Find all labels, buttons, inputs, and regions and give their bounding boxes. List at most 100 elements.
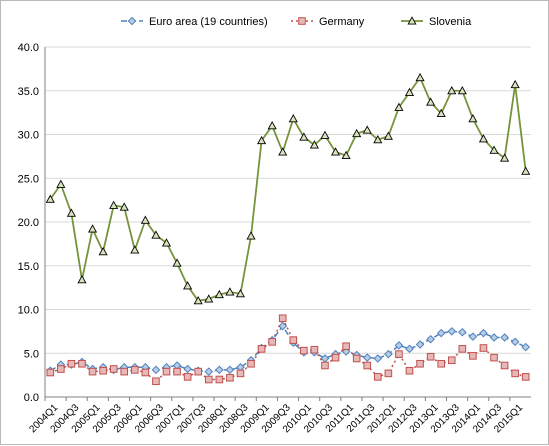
- data-point: [342, 342, 350, 351]
- data-point: [246, 231, 256, 240]
- data-point: [500, 153, 510, 162]
- y-tick-label: 15.0: [18, 261, 39, 273]
- data-point: [268, 338, 276, 346]
- data-point: [56, 179, 66, 188]
- series-diamond: [45, 321, 531, 376]
- legend-label: Euro area (19 countries): [149, 16, 268, 28]
- data-point: [183, 364, 192, 374]
- data-point: [457, 86, 467, 95]
- data-point: [511, 369, 519, 378]
- data-point: [257, 345, 266, 353]
- legend: Euro area (19 countries) Germany Slovenia: [121, 16, 472, 28]
- data-point: [141, 368, 150, 377]
- legend-item: Germany: [291, 16, 365, 28]
- data-point: [193, 296, 203, 305]
- data-point: [363, 361, 372, 370]
- data-point: [278, 314, 287, 323]
- data-point: [162, 367, 171, 376]
- data-point: [384, 349, 393, 359]
- legend-marker: [298, 17, 306, 25]
- data-point: [204, 294, 214, 303]
- data-point: [257, 135, 267, 145]
- data-point: [405, 344, 414, 354]
- data-point: [235, 289, 246, 298]
- data-point: [479, 344, 488, 352]
- series-line: [49, 324, 527, 373]
- legend-marker: [407, 16, 417, 25]
- grid-layer: [45, 46, 531, 354]
- data-point: [109, 200, 119, 209]
- y-tick-label: 25.0: [18, 173, 39, 185]
- data-point: [78, 359, 86, 368]
- data-point: [510, 337, 520, 347]
- data-point: [458, 345, 467, 353]
- data-point: [374, 373, 382, 381]
- data-point: [320, 130, 330, 139]
- legend-label: Germany: [319, 16, 365, 28]
- data-point: [204, 375, 213, 384]
- data-point: [352, 354, 361, 363]
- data-point: [330, 147, 341, 156]
- data-point: [405, 366, 414, 375]
- data-point: [226, 373, 234, 382]
- data-point: [437, 359, 445, 368]
- data-point: [236, 369, 245, 378]
- data-point: [204, 367, 214, 376]
- data-point: [383, 131, 393, 140]
- axis-layer: 0.05.010.015.020.025.030.035.040.02004Q1…: [18, 42, 531, 435]
- series-line: [49, 75, 527, 302]
- data-point: [320, 354, 330, 363]
- data-point: [152, 377, 160, 386]
- data-point: [510, 79, 520, 89]
- data-point: [99, 366, 107, 375]
- data-point: [521, 342, 531, 352]
- data-point: [77, 275, 87, 284]
- data-point: [151, 230, 161, 239]
- data-point: [521, 166, 531, 175]
- data-point: [500, 333, 509, 342]
- data-point: [309, 140, 319, 149]
- data-point: [173, 367, 181, 376]
- data-point: [183, 281, 193, 290]
- data-point: [331, 353, 340, 362]
- data-point: [119, 202, 129, 211]
- data-point: [373, 354, 383, 363]
- data-point: [415, 340, 425, 349]
- data-point: [341, 150, 351, 159]
- data-point: [362, 353, 372, 362]
- data-point: [436, 108, 446, 117]
- data-point: [447, 327, 457, 336]
- y-tick-label: 40.0: [18, 42, 39, 54]
- data-point: [288, 114, 298, 123]
- data-point: [161, 238, 172, 247]
- y-tick-label: 0.0: [24, 392, 39, 404]
- data-point: [225, 287, 235, 296]
- data-point: [46, 368, 55, 377]
- data-point: [478, 134, 489, 143]
- series-square: [46, 314, 530, 386]
- data-point: [299, 132, 309, 141]
- y-tick-label: 35.0: [18, 86, 39, 98]
- data-point: [447, 86, 457, 95]
- y-tick-label: 10.0: [18, 305, 39, 317]
- data-point: [426, 97, 436, 106]
- data-point: [479, 328, 488, 338]
- data-point: [362, 125, 372, 134]
- data-point: [395, 350, 403, 358]
- series-layer: [45, 72, 531, 386]
- data-point: [426, 352, 435, 361]
- data-point: [394, 102, 404, 111]
- data-point: [130, 245, 140, 254]
- data-point: [404, 87, 415, 96]
- data-point: [66, 208, 76, 217]
- data-point: [416, 359, 424, 368]
- data-point: [109, 365, 118, 373]
- data-point: [215, 375, 224, 384]
- data-point: [352, 128, 362, 138]
- data-point: [247, 359, 255, 368]
- data-point: [183, 373, 192, 381]
- data-point: [215, 365, 224, 375]
- data-point: [88, 367, 97, 376]
